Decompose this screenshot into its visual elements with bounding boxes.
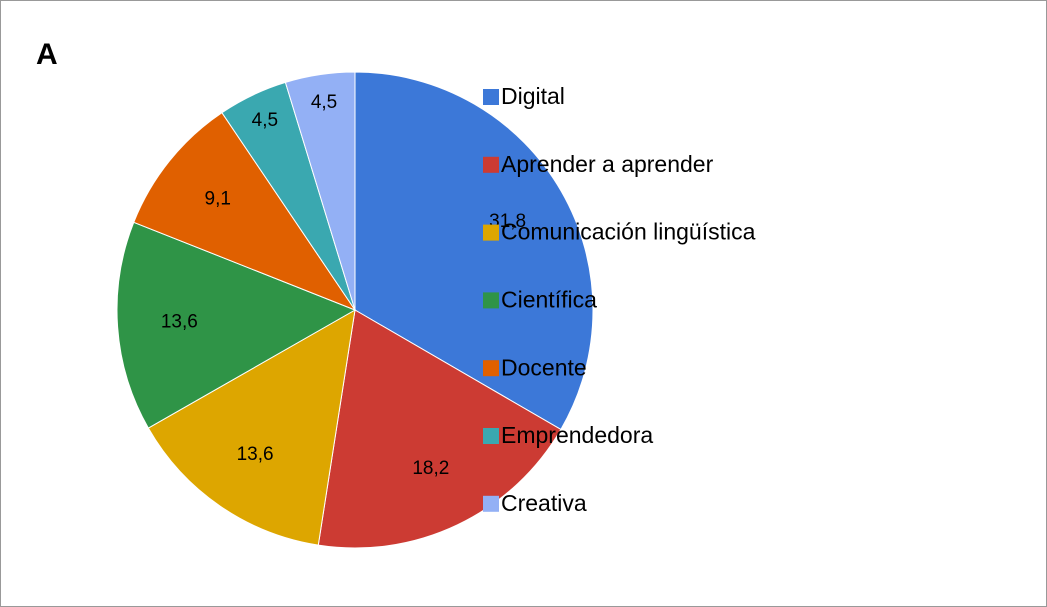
legend-label: Aprender a aprender	[501, 151, 714, 177]
legend-swatch	[483, 292, 499, 309]
pie-slice	[133, 111, 357, 312]
legend-label: Docente	[501, 354, 587, 380]
data-label: 13,6	[161, 311, 198, 332]
data-label: 9,1	[205, 189, 231, 210]
legend-label: Emprendedora	[501, 422, 653, 448]
legend-swatch	[483, 360, 499, 377]
legend-label: Digital	[501, 83, 565, 109]
legend-swatch	[483, 495, 499, 512]
chart-title: A	[36, 38, 58, 71]
data-label: 4,5	[252, 110, 278, 131]
legend-swatch	[483, 156, 499, 173]
pie-slice	[354, 71, 594, 431]
pie-slice	[147, 309, 356, 546]
pie-slice	[317, 309, 562, 549]
legend-swatch	[483, 428, 499, 444]
legend-label: Comunicación lingüística	[501, 219, 756, 245]
legend-label: Científica	[501, 286, 597, 312]
legend-swatch	[483, 224, 499, 241]
data-label: 13,6	[237, 444, 274, 465]
legend-swatch	[483, 89, 499, 105]
data-label: 4,5	[311, 92, 337, 113]
data-label: 18,2	[412, 458, 449, 479]
pie-slice	[116, 221, 357, 429]
pie-slice	[284, 71, 356, 311]
legend-label: Creativa	[501, 490, 587, 516]
